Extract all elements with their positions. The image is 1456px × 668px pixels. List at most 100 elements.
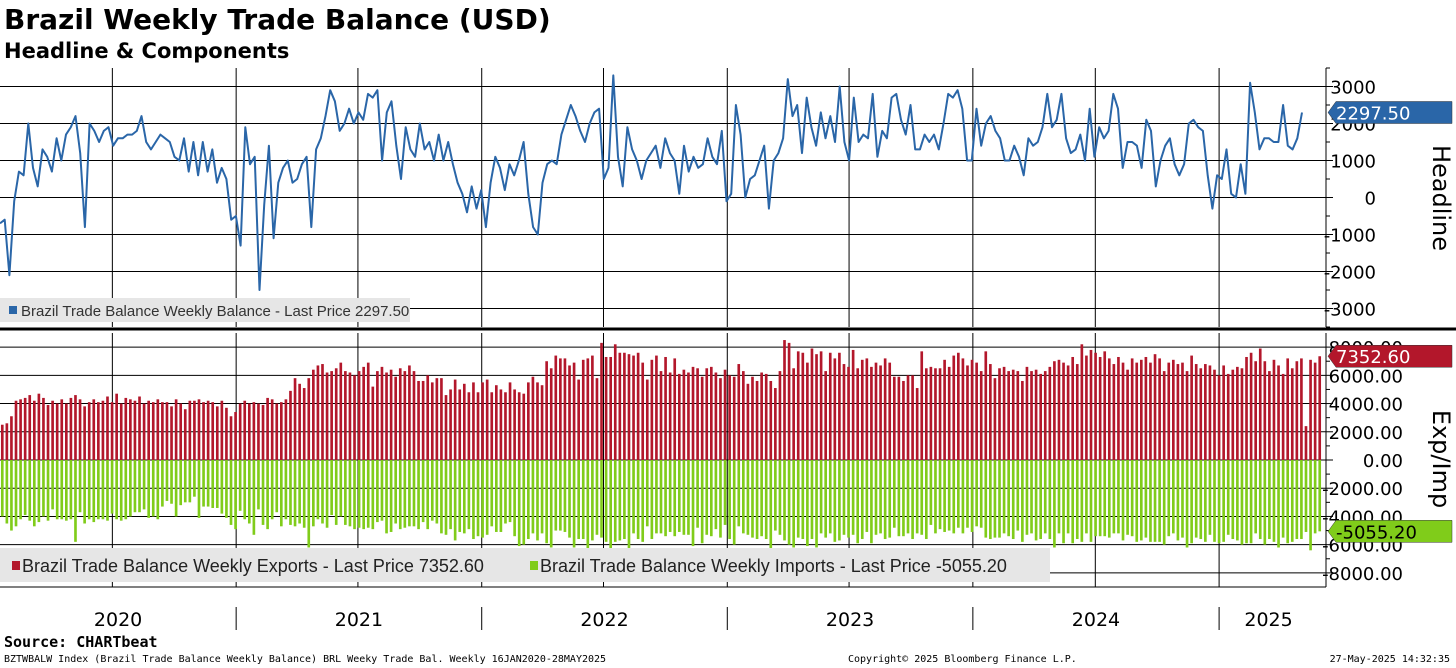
import-bar — [591, 460, 594, 541]
export-bar — [957, 352, 960, 460]
import-bar — [655, 460, 658, 534]
export-bar — [783, 340, 786, 460]
export-bar — [408, 365, 411, 460]
y-tick-label: 2000.00 — [1329, 423, 1403, 444]
import-bar — [142, 460, 146, 510]
import-bar — [1272, 460, 1276, 542]
export-bar — [604, 356, 608, 460]
export-bar — [417, 380, 420, 460]
import-bar — [970, 460, 974, 532]
import-bar — [151, 460, 155, 517]
import-bar — [1194, 460, 1198, 538]
export-bar — [504, 392, 507, 460]
import-bar — [627, 460, 631, 549]
imports-last-price-tag-text: -5055.20 — [1336, 522, 1417, 543]
import-bar — [993, 460, 997, 538]
import-bar — [915, 460, 919, 534]
export-bar — [700, 376, 704, 460]
import-bar — [380, 460, 384, 521]
export-bar — [266, 397, 269, 460]
import-bar — [687, 460, 690, 535]
export-bar — [1094, 352, 1097, 460]
import-bar — [998, 460, 1001, 538]
export-bar — [1043, 371, 1047, 460]
export-bar — [380, 366, 384, 460]
export-bar — [1217, 375, 1221, 460]
export-bar — [746, 383, 750, 460]
export-bar — [1300, 358, 1303, 460]
import-bar — [943, 460, 946, 532]
import-bar — [458, 460, 462, 532]
import-bar — [19, 460, 22, 520]
import-bar — [764, 460, 768, 540]
import-bar — [1007, 460, 1010, 537]
import-bar — [549, 460, 553, 548]
export-bar — [586, 358, 590, 460]
export-bar — [1048, 366, 1052, 460]
import-bar — [1053, 460, 1056, 548]
import-bar — [966, 460, 969, 528]
export-bar — [993, 378, 997, 460]
import-bar — [540, 460, 544, 534]
import-bar — [1034, 460, 1038, 541]
import-bar — [23, 460, 27, 516]
import-bar — [238, 460, 242, 511]
export-bar — [764, 373, 768, 460]
import-bar — [975, 460, 978, 527]
legend-background — [0, 298, 410, 322]
export-bar — [284, 399, 288, 460]
footer-copyright: Copyright© 2025 Bloomberg Finance L.P. — [848, 654, 1077, 665]
x-tick-label: 2024 — [1072, 609, 1120, 630]
x-tick-label: 2021 — [335, 609, 383, 630]
import-bar — [330, 460, 333, 516]
import-bar — [934, 460, 937, 534]
import-bar — [508, 460, 512, 523]
import-bar — [742, 460, 745, 534]
export-bar — [37, 393, 41, 460]
export-bar — [696, 368, 699, 460]
import-bar — [719, 460, 722, 538]
export-bar — [989, 364, 992, 460]
export-bar — [197, 399, 201, 460]
import-bar — [700, 460, 704, 544]
export-bar — [760, 372, 763, 460]
import-bar — [517, 460, 521, 547]
export-bar — [440, 378, 443, 460]
y-tick-label: 1000 — [1330, 152, 1376, 173]
export-bar — [581, 359, 585, 460]
import-bar — [1062, 460, 1065, 544]
import-bar — [225, 460, 228, 518]
export-bar — [1281, 373, 1285, 460]
import-bar — [897, 460, 901, 537]
export-bar — [0, 424, 4, 460]
import-bar — [604, 460, 608, 542]
export-bar — [357, 371, 361, 460]
import-bar — [860, 460, 864, 540]
export-bar — [247, 403, 251, 460]
import-bar — [1300, 460, 1303, 540]
import-bar — [147, 460, 150, 518]
import-bar — [696, 460, 699, 528]
export-bar — [10, 416, 13, 460]
import-bar — [952, 460, 956, 534]
export-bar — [828, 352, 832, 460]
import-bar — [284, 460, 288, 520]
import-bar — [161, 460, 164, 507]
import-bar — [42, 460, 45, 517]
import-bar — [476, 460, 480, 537]
import-bar — [513, 460, 516, 537]
export-bar — [1066, 365, 1070, 460]
import-bar — [275, 460, 279, 513]
export-bar — [312, 369, 315, 460]
export-bar — [1062, 362, 1065, 460]
export-bar — [298, 383, 301, 460]
export-bar — [709, 366, 713, 460]
import-bar — [522, 460, 526, 545]
export-bar — [545, 361, 548, 460]
export-bar — [316, 365, 320, 460]
export-bar — [650, 359, 654, 460]
import-bar — [1172, 460, 1175, 534]
import-bar — [623, 460, 626, 540]
import-bar — [792, 460, 795, 548]
import-bar — [883, 460, 887, 540]
